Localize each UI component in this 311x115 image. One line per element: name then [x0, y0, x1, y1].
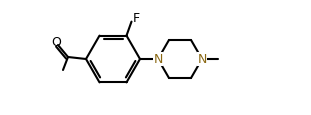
Text: N: N — [197, 53, 207, 66]
Text: O: O — [51, 35, 61, 48]
Text: F: F — [133, 12, 140, 25]
Text: N: N — [153, 53, 163, 66]
